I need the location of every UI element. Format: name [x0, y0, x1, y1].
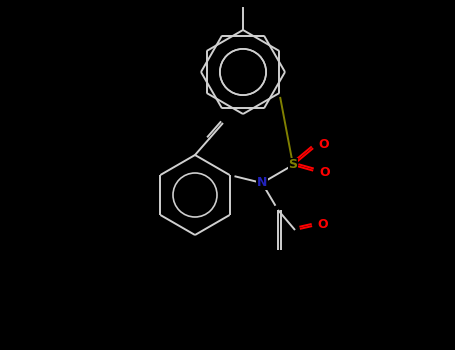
Text: O: O [318, 218, 329, 231]
Text: O: O [320, 167, 330, 180]
Text: S: S [288, 159, 298, 172]
Text: N: N [257, 176, 267, 189]
Text: O: O [318, 138, 329, 150]
